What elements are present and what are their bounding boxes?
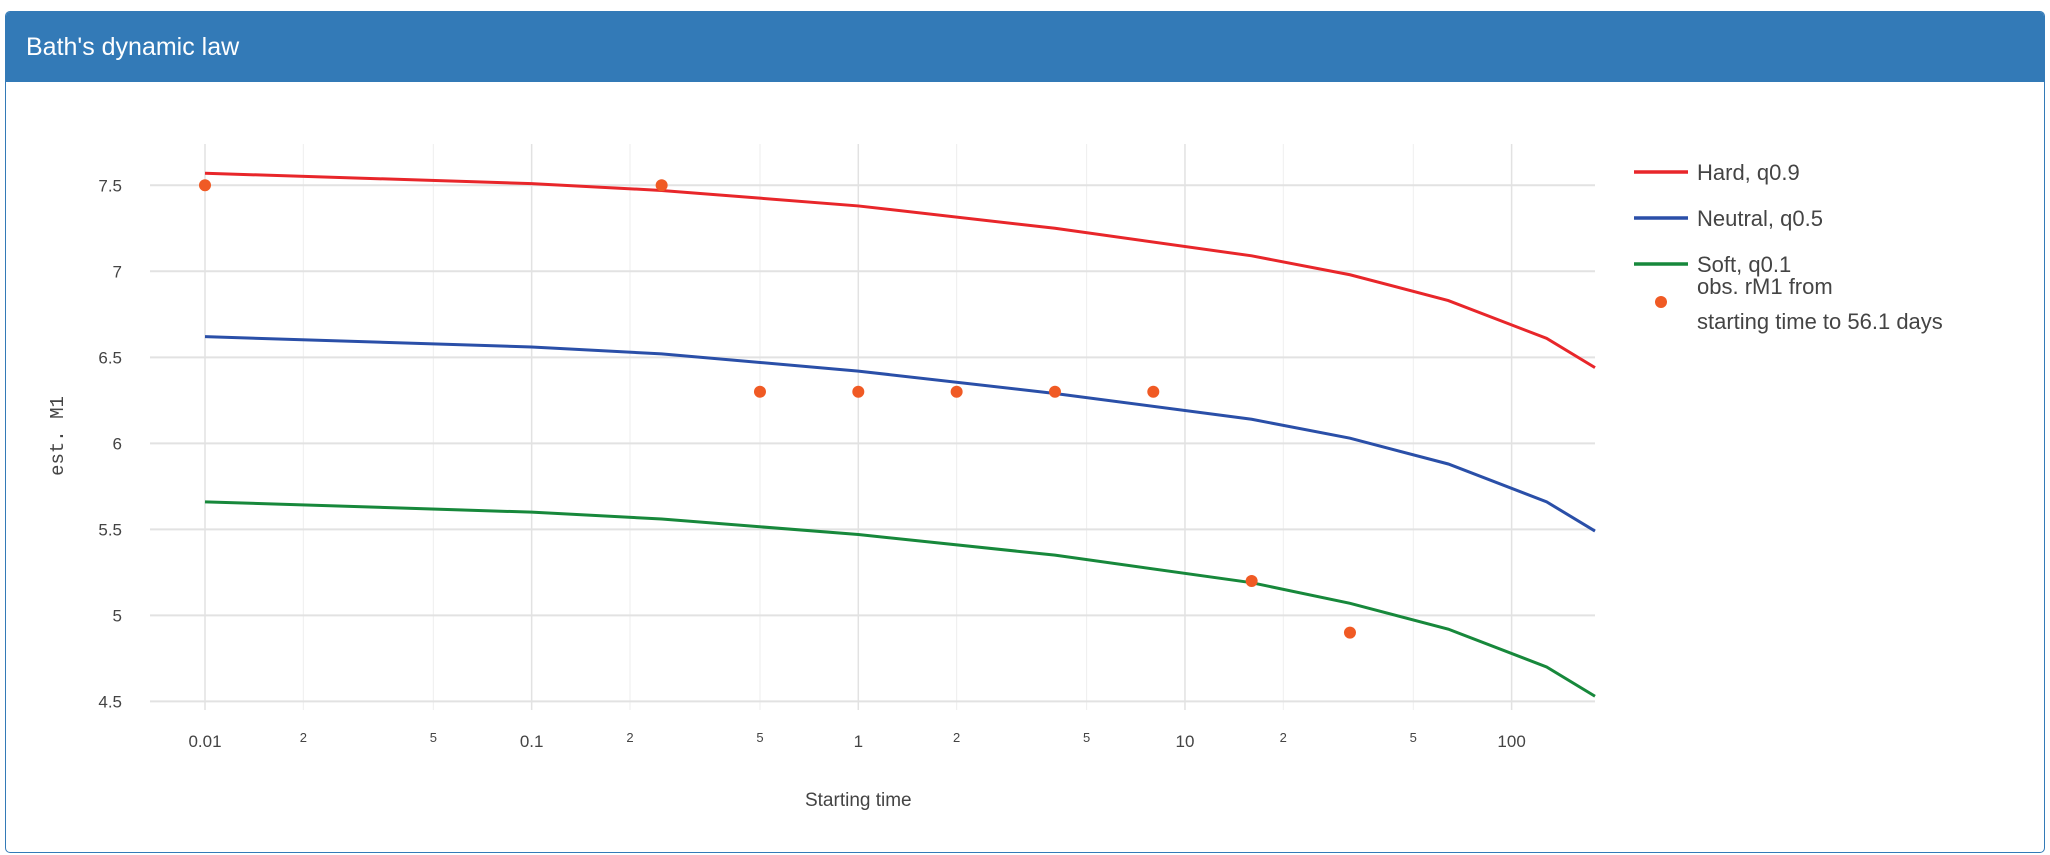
legend-swatch [1655, 296, 1667, 308]
y-tick-label: 7 [113, 262, 122, 281]
x-tick-label: 0.1 [520, 732, 544, 751]
x-tick-label: 100 [1497, 732, 1525, 751]
y-tick-label: 5 [113, 606, 122, 625]
obs-point [950, 385, 963, 398]
x-minor-tick-label: 2 [1280, 730, 1287, 745]
legend-label: Soft, q0.1 [1697, 252, 1791, 277]
obs-point [753, 385, 766, 398]
x-minor-tick-label: 2 [626, 730, 633, 745]
series-line-1 [204, 335, 1596, 533]
obs-point [199, 179, 211, 192]
series-line-2 [204, 500, 1596, 698]
series-line-0 [204, 171, 1596, 369]
x-minor-tick-label: 5 [430, 730, 437, 745]
obs-point [1343, 626, 1356, 639]
y-tick-label: 6.5 [98, 348, 122, 367]
obs-point [1147, 385, 1160, 398]
y-tick-label: 7.5 [98, 176, 122, 195]
y-tick-label: 5.5 [98, 520, 122, 539]
obs-point [852, 385, 865, 398]
obs-point [1048, 385, 1061, 398]
x-axis-title: Starting time [805, 790, 912, 811]
x-minor-tick-label: 2 [300, 730, 307, 745]
x-minor-tick-label: 2 [953, 730, 960, 745]
obs-point [655, 179, 668, 192]
legend-label: obs. rM1 from [1697, 274, 1833, 299]
legend-label: Hard, q0.9 [1697, 160, 1800, 185]
legend-label: Neutral, q0.5 [1697, 206, 1823, 231]
y-tick-label: 4.5 [98, 692, 122, 711]
x-minor-tick-label: 5 [756, 730, 763, 745]
y-axis-title: est. M1 [47, 396, 69, 476]
x-tick-label: 10 [1175, 732, 1194, 751]
obs-point [1245, 574, 1258, 587]
panel-title: Bath's dynamic law [6, 12, 2044, 82]
chart-panel: Bath's dynamic law [5, 11, 2045, 853]
x-minor-tick-label: 5 [1083, 730, 1090, 745]
x-tick-label: 1 [854, 732, 863, 751]
legend-label: starting time to 56.1 days [1697, 309, 1943, 334]
y-tick-label: 6 [113, 434, 122, 453]
x-tick-label: 0.01 [188, 732, 221, 751]
x-minor-tick-label: 5 [1410, 730, 1417, 745]
